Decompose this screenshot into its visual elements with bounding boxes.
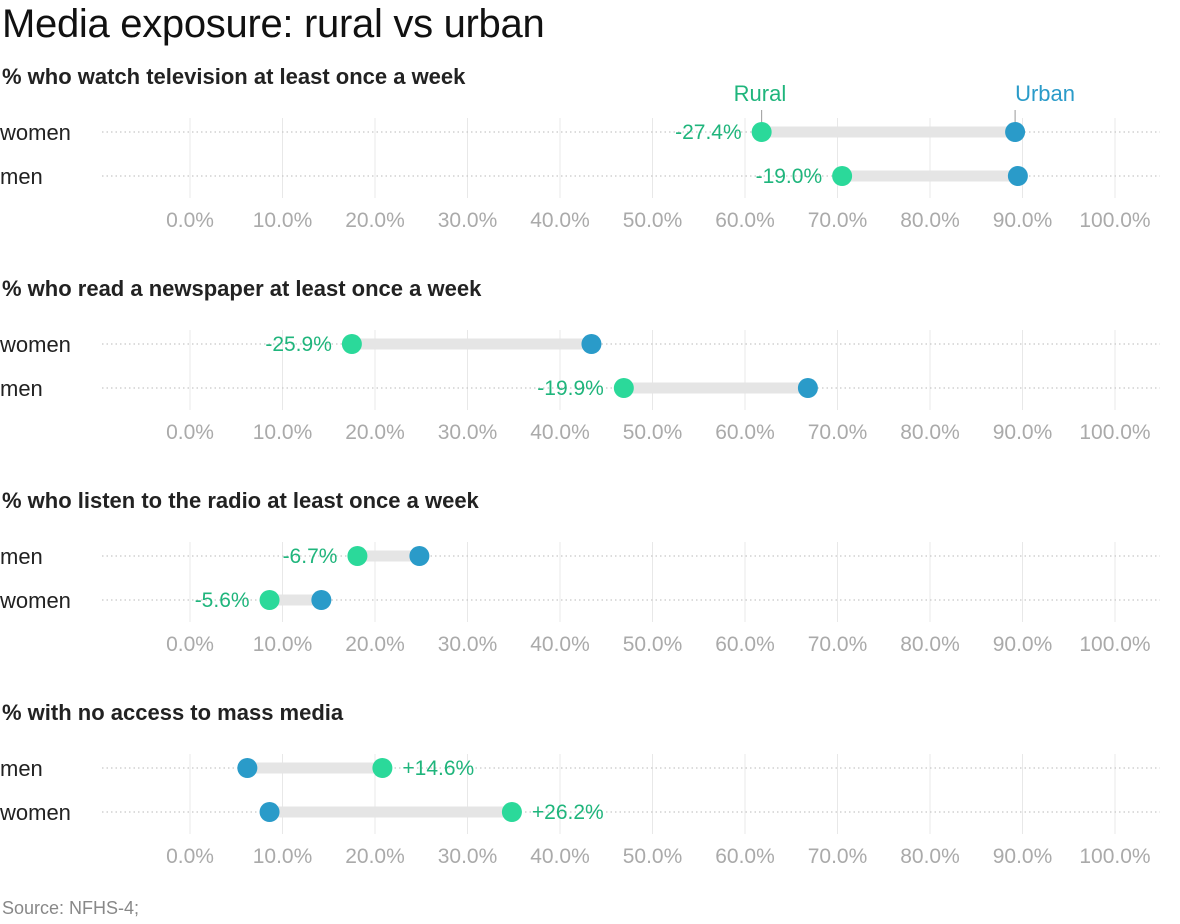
tick-label: 0.0% (166, 209, 214, 232)
tick-label: 60.0% (715, 421, 775, 444)
rural-dot (372, 758, 393, 778)
tick-label: 70.0% (808, 209, 868, 232)
urban-dot (259, 802, 280, 822)
tick-label: 50.0% (623, 209, 683, 232)
panel-title: % who listen to the radio at least once … (2, 488, 480, 513)
tick-label: 80.0% (900, 633, 960, 656)
tick-label: 30.0% (438, 421, 498, 444)
tick-label: 90.0% (993, 633, 1053, 656)
rural-dot (347, 546, 368, 566)
rural-dot (613, 378, 634, 398)
row-label: women (0, 588, 71, 613)
panel-title: % who watch television at least once a w… (2, 64, 466, 89)
tick-label: 20.0% (345, 421, 405, 444)
rural-dot (259, 590, 280, 610)
tick-label: 90.0% (993, 209, 1053, 232)
difference-label: +26.2% (532, 801, 604, 824)
difference-label: -6.7% (283, 545, 338, 568)
tick-label: 60.0% (715, 845, 775, 868)
urban-dot (581, 334, 602, 354)
tick-label: 20.0% (345, 209, 405, 232)
tick-label: 100.0% (1079, 633, 1150, 656)
tick-label: 40.0% (530, 633, 590, 656)
row-label: women (0, 800, 71, 825)
tick-label: 40.0% (530, 845, 590, 868)
tick-label: 60.0% (715, 633, 775, 656)
rural-dot (832, 166, 853, 186)
row-label: women (0, 332, 71, 357)
tick-label: 50.0% (623, 633, 683, 656)
legend-urban: Urban (1015, 81, 1075, 106)
tick-label: 0.0% (166, 421, 214, 444)
tick-label: 10.0% (253, 845, 313, 868)
urban-dot (797, 378, 818, 398)
tick-label: 100.0% (1079, 421, 1150, 444)
tick-label: 50.0% (623, 845, 683, 868)
tick-label: 10.0% (253, 421, 313, 444)
urban-dot (409, 546, 430, 566)
tick-label: 80.0% (900, 209, 960, 232)
tick-label: 70.0% (808, 845, 868, 868)
tick-label: 40.0% (530, 421, 590, 444)
tick-label: 70.0% (808, 421, 868, 444)
rural-dot (341, 334, 362, 354)
panel-title: % who read a newspaper at least once a w… (2, 276, 482, 301)
tick-label: 100.0% (1079, 209, 1150, 232)
tick-label: 0.0% (166, 633, 214, 656)
difference-label: -19.0% (756, 165, 823, 188)
difference-label: +14.6% (402, 757, 474, 780)
tick-label: 70.0% (808, 633, 868, 656)
chart-title: Media exposure: rural vs urban (2, 2, 545, 46)
urban-dot (1005, 122, 1026, 142)
row-label: women (0, 120, 71, 145)
tick-label: 90.0% (993, 421, 1053, 444)
rural-dot (751, 122, 772, 142)
tick-label: 30.0% (438, 845, 498, 868)
urban-dot (1007, 166, 1028, 186)
difference-label: -19.9% (537, 377, 604, 400)
panel-title: % with no access to mass media (2, 700, 344, 725)
tick-label: 60.0% (715, 209, 775, 232)
row-label: men (0, 376, 43, 401)
row-label: men (0, 544, 43, 569)
tick-label: 100.0% (1079, 845, 1150, 868)
tick-label: 0.0% (166, 845, 214, 868)
tick-label: 40.0% (530, 209, 590, 232)
source-note: Source: NFHS-4; (2, 898, 140, 918)
legend-rural: Rural (734, 81, 787, 106)
difference-label: -27.4% (675, 121, 742, 144)
difference-label: -5.6% (195, 589, 250, 612)
urban-dot (311, 590, 332, 610)
tick-label: 50.0% (623, 421, 683, 444)
row-label: men (0, 164, 43, 189)
difference-label: -25.9% (265, 333, 332, 356)
tick-label: 90.0% (993, 845, 1053, 868)
rural-dot (501, 802, 522, 822)
tick-label: 20.0% (345, 633, 405, 656)
tick-label: 80.0% (900, 845, 960, 868)
tick-label: 30.0% (438, 209, 498, 232)
row-label: men (0, 756, 43, 781)
tick-label: 80.0% (900, 421, 960, 444)
urban-dot (237, 758, 258, 778)
tick-label: 30.0% (438, 633, 498, 656)
tick-label: 10.0% (253, 633, 313, 656)
tick-label: 10.0% (253, 209, 313, 232)
tick-label: 20.0% (345, 845, 405, 868)
